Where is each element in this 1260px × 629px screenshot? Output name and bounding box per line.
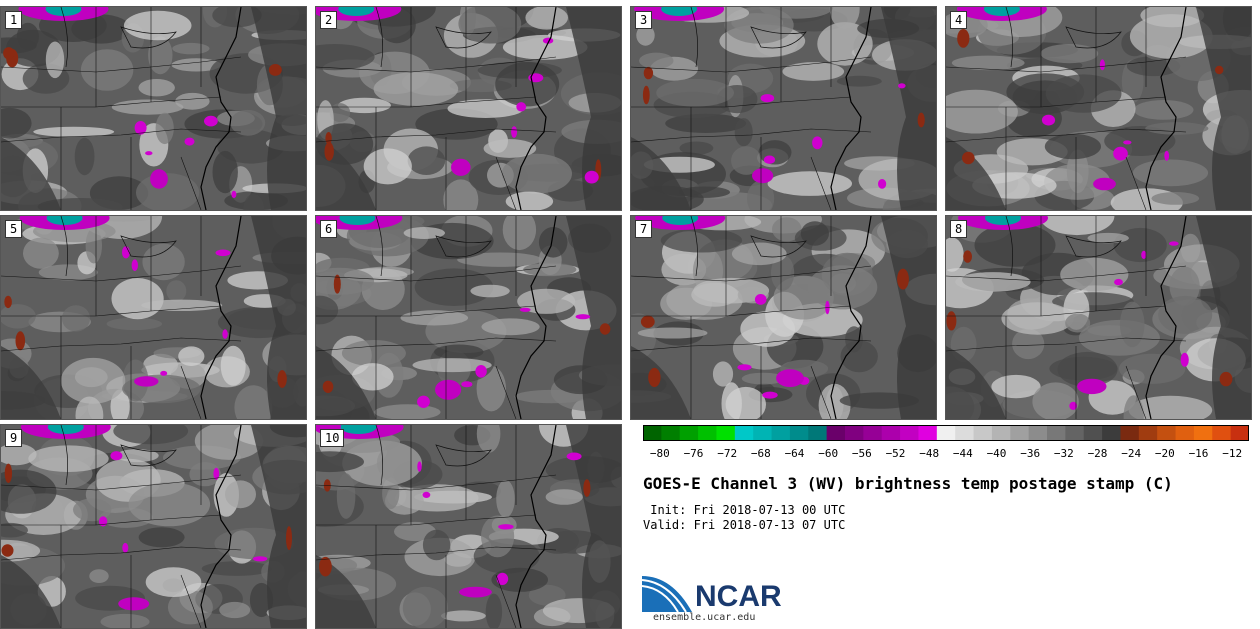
colorbar-swatch — [881, 425, 901, 441]
map-panel-1: 1 — [0, 6, 307, 211]
colorbar-swatch — [1065, 425, 1085, 441]
map-panel-6: 6 — [315, 215, 622, 420]
chart-title: GOES-E Channel 3 (WV) brightness temp po… — [643, 474, 1173, 493]
panel-label: 2 — [320, 11, 338, 29]
colorbar-swatch — [863, 425, 883, 441]
colorbar-swatch — [1010, 425, 1030, 441]
panel-label: 7 — [635, 220, 653, 238]
map-panel-3: 3 — [630, 6, 937, 211]
colorbar-tick-label: −76 — [683, 447, 704, 460]
colorbar-swatch — [955, 425, 975, 441]
colorbar-swatch — [698, 425, 717, 441]
colorbar-swatch — [1138, 425, 1158, 441]
ncar-logo-icon — [642, 570, 694, 612]
water-vapor-field — [1, 7, 306, 210]
map-panel-10: 10 — [315, 424, 622, 629]
logo-url: ensemble.ucar.edu — [653, 612, 756, 623]
panel-label: 9 — [5, 429, 23, 447]
colorbar-tick-label: −80 — [649, 447, 670, 460]
colorbar-swatch — [918, 425, 938, 441]
colorbar-tick-label: −44 — [952, 447, 973, 460]
colorbar-swatch — [1028, 425, 1048, 441]
panel-label: 6 — [320, 220, 338, 238]
water-vapor-field — [1, 216, 306, 419]
colorbar-swatch — [1102, 425, 1121, 441]
colorbar-swatch — [661, 425, 681, 441]
colorbar-swatch — [679, 425, 699, 441]
panel-label: 4 — [950, 11, 968, 29]
map-panel-4: 4 — [945, 6, 1252, 211]
water-vapor-field — [946, 7, 1251, 210]
panel-label: 10 — [320, 429, 345, 447]
init-time: Init: Fri 2018-07-13 00 UTC — [643, 503, 846, 517]
colorbar-tick-label: −32 — [1053, 447, 1074, 460]
colorbar-tick-label: −12 — [1222, 447, 1243, 460]
colorbar-tick-label: −16 — [1188, 447, 1209, 460]
map-panel-9: 9 — [0, 424, 307, 629]
colorbar-swatch — [716, 425, 736, 441]
panel-label: 1 — [5, 11, 23, 29]
colorbar-tick-label: −64 — [784, 447, 805, 460]
colorbar-swatch — [1175, 425, 1195, 441]
colorbar-swatch — [734, 425, 754, 441]
colorbar-tick-label: −28 — [1087, 447, 1108, 460]
colorbar-tick-label: −40 — [986, 447, 1007, 460]
map-panel-5: 5 — [0, 215, 307, 420]
water-vapor-field — [316, 216, 621, 419]
map-panel-2: 2 — [315, 6, 622, 211]
colorbar-swatch — [771, 425, 791, 441]
colorbar-swatch — [936, 425, 956, 441]
colorbar-tick-label: −68 — [750, 447, 771, 460]
colorbar — [643, 425, 1249, 441]
panel-label: 3 — [635, 11, 653, 29]
water-vapor-field — [631, 216, 936, 419]
colorbar-swatch — [1157, 425, 1177, 441]
colorbar-tick-label: −60 — [818, 447, 839, 460]
colorbar-swatch — [1212, 425, 1232, 441]
colorbar-tick-label: −20 — [1154, 447, 1175, 460]
colorbar-swatch — [753, 425, 773, 441]
valid-time: Valid: Fri 2018-07-13 07 UTC — [643, 518, 846, 532]
colorbar-swatch — [973, 425, 993, 441]
colorbar-tick-label: −56 — [851, 447, 872, 460]
ncar-logo-text: NCAR — [695, 580, 782, 613]
colorbar-swatch — [991, 425, 1011, 441]
colorbar-swatch — [1230, 425, 1249, 441]
colorbar-swatch — [1193, 425, 1213, 441]
colorbar-swatch — [826, 425, 846, 441]
colorbar-swatch — [900, 425, 919, 441]
colorbar-swatch — [1120, 425, 1140, 441]
colorbar-tick-label: −36 — [1020, 447, 1041, 460]
colorbar-swatch — [808, 425, 828, 441]
map-panel-8: 8 — [945, 215, 1252, 420]
water-vapor-field — [316, 7, 621, 210]
colorbar-swatch — [643, 425, 662, 441]
panel-label: 8 — [950, 220, 968, 238]
colorbar-tick-label: −48 — [919, 447, 940, 460]
colorbar-swatch — [1047, 425, 1066, 441]
colorbar-tick-label: −52 — [885, 447, 906, 460]
water-vapor-field — [1, 425, 306, 628]
map-panel-7: 7 — [630, 215, 937, 420]
panel-label: 5 — [5, 220, 23, 238]
water-vapor-field — [631, 7, 936, 210]
colorbar-swatch — [1083, 425, 1103, 441]
water-vapor-field — [946, 216, 1251, 419]
colorbar-tick-label: −72 — [717, 447, 738, 460]
colorbar-swatch — [789, 425, 809, 441]
colorbar-swatch — [845, 425, 864, 441]
colorbar-tick-label: −24 — [1121, 447, 1142, 460]
water-vapor-field — [316, 425, 621, 628]
